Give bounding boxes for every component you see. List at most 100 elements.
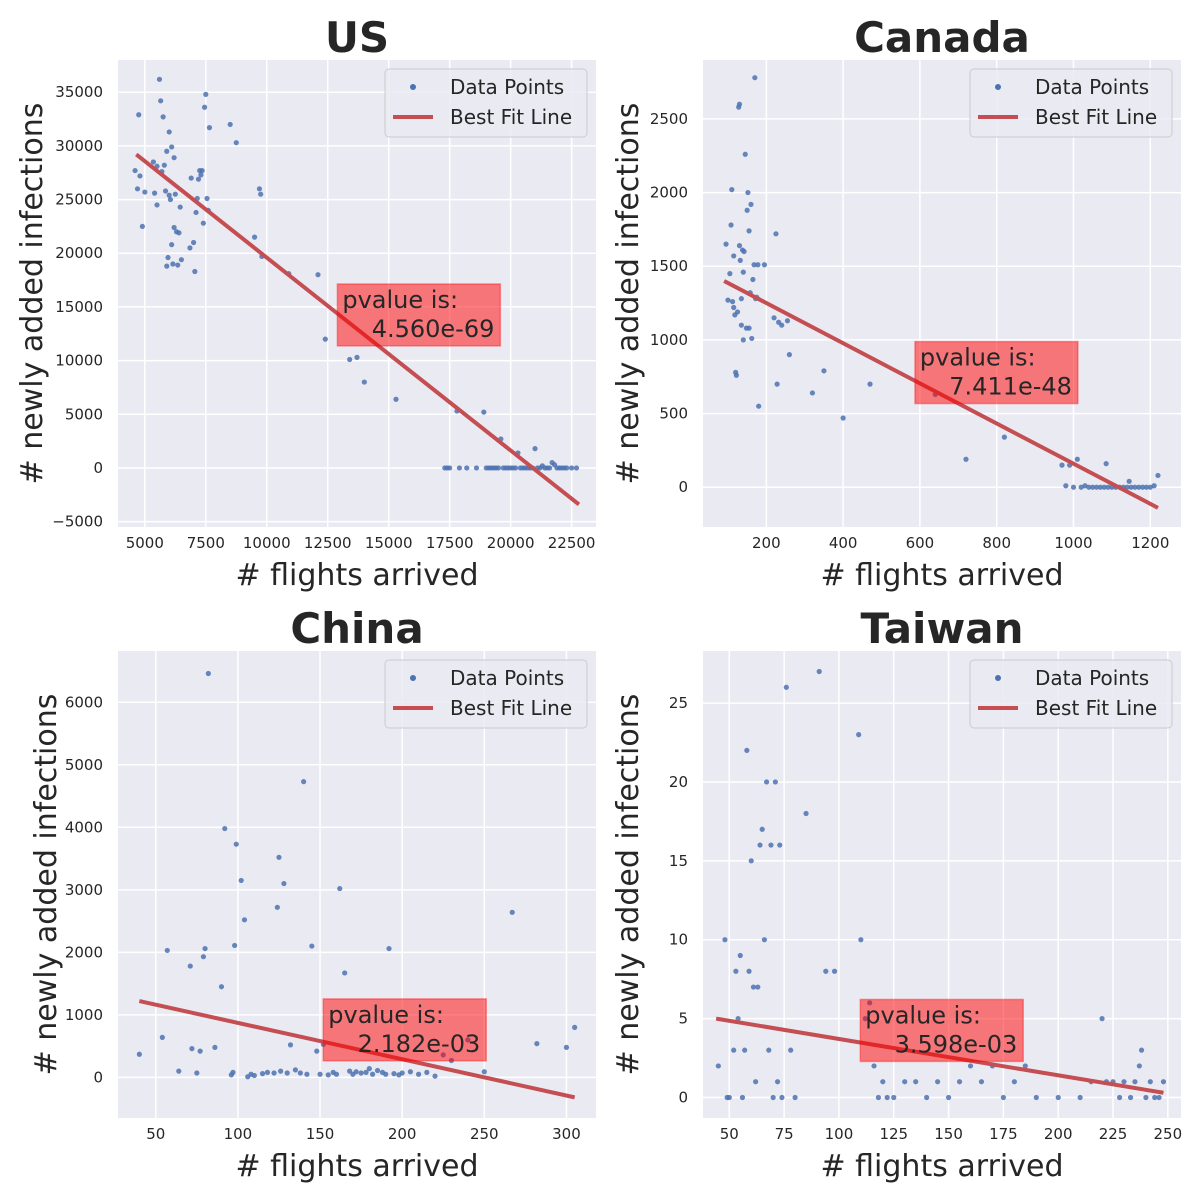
data-point: [737, 257, 743, 263]
y-tick-label: 6000: [65, 693, 103, 711]
data-point: [1143, 484, 1150, 490]
data-point: [166, 192, 172, 198]
data-point: [534, 1041, 540, 1047]
data-point: [191, 239, 197, 246]
x-tick-label: 100: [224, 1125, 253, 1143]
x-tick-label: 600: [906, 534, 935, 552]
annotation-box: [336, 283, 502, 347]
data-point: [284, 1070, 290, 1076]
data-point: [759, 826, 765, 832]
x-tick-label: 1200: [1131, 534, 1169, 552]
data-point: [723, 241, 729, 247]
data-point: [731, 253, 737, 259]
x-axis-label: # flights arrived: [235, 1149, 478, 1184]
data-point: [177, 204, 183, 210]
annotation-box: [914, 340, 1079, 405]
data-point: [1117, 1094, 1123, 1101]
data-point: [749, 335, 755, 342]
legend: Data Points Best Fit Line: [969, 659, 1173, 729]
data-point: [175, 262, 181, 268]
data-point: [1136, 1063, 1142, 1069]
y-tick-label: 0: [93, 1068, 103, 1086]
data-point: [363, 1069, 369, 1075]
x-tick-label: 50: [146, 1125, 165, 1143]
data-point: [963, 456, 969, 462]
data-point: [728, 222, 734, 228]
y-tick-label: 25: [669, 694, 688, 712]
data-point: [134, 186, 141, 192]
data-point: [241, 917, 248, 923]
data-point: [276, 854, 282, 860]
data-point: [751, 262, 757, 268]
data-point: [788, 1047, 794, 1053]
data-point: [358, 1070, 364, 1076]
data-point: [1090, 484, 1096, 490]
data-point: [734, 309, 741, 315]
data-point: [1001, 434, 1007, 440]
data-point: [509, 909, 515, 915]
data-point: [739, 1094, 746, 1101]
data-point: [370, 1071, 376, 1077]
data-point: [347, 356, 353, 363]
legend-label-data-points: Data Points: [1035, 75, 1149, 99]
data-point: [737, 952, 743, 959]
data-point: [251, 1072, 257, 1079]
y-tick-label: 4000: [65, 818, 103, 836]
data-point: [424, 1069, 430, 1075]
data-point: [753, 1079, 759, 1085]
data-point: [856, 732, 862, 738]
data-point: [831, 968, 838, 974]
data-point: [1132, 1079, 1138, 1085]
x-tick-label: 7500: [187, 534, 225, 552]
data-point: [1055, 1094, 1061, 1101]
data-point: [1127, 1094, 1134, 1101]
data-point: [187, 245, 193, 251]
data-point: [342, 970, 348, 976]
data-point: [742, 151, 748, 157]
data-point: [170, 261, 176, 267]
x-tick-label: 800: [982, 534, 1011, 552]
data-point: [736, 243, 743, 249]
x-tick-label: 150: [306, 1125, 335, 1143]
data-point: [139, 223, 145, 230]
data-point: [232, 942, 238, 949]
data-point: [198, 172, 204, 178]
legend-label-best-fit: Best Fit Line: [450, 696, 572, 720]
data-point: [746, 228, 752, 234]
data-point: [803, 810, 809, 817]
data-point: [978, 1079, 985, 1085]
data-point: [204, 195, 210, 202]
data-point: [967, 1063, 974, 1069]
data-point: [354, 354, 360, 360]
data-point: [1147, 1079, 1153, 1085]
data-point: [746, 325, 752, 331]
data-point: [755, 262, 761, 268]
legend: Data Points Best Fit Line: [969, 68, 1173, 138]
data-point: [1124, 484, 1130, 490]
data-point: [774, 381, 780, 387]
x-tick-label: 125: [879, 1125, 908, 1143]
data-point: [572, 1024, 578, 1030]
data-point: [1128, 484, 1134, 490]
data-point: [271, 1070, 277, 1076]
data-point: [722, 937, 728, 943]
annotation-box: [322, 998, 488, 1062]
x-tick-label: 22500: [548, 534, 596, 552]
x-tick-label: 150: [934, 1125, 963, 1143]
data-point: [162, 188, 169, 194]
y-axis-label: # newly added infections: [611, 103, 646, 485]
data-point: [212, 1044, 218, 1050]
y-tick-label: −5000: [52, 513, 103, 531]
chart-title: China: [290, 604, 423, 653]
y-tick-label: 5000: [65, 756, 103, 774]
data-point: [172, 191, 178, 197]
data-point: [858, 937, 864, 943]
data-point: [251, 234, 258, 240]
data-point: [166, 129, 172, 135]
legend-point-marker: [995, 84, 1001, 90]
data-point: [481, 1069, 487, 1075]
data-point: [564, 465, 570, 471]
legend-frame: [969, 68, 1173, 138]
data-point: [1077, 1094, 1083, 1101]
